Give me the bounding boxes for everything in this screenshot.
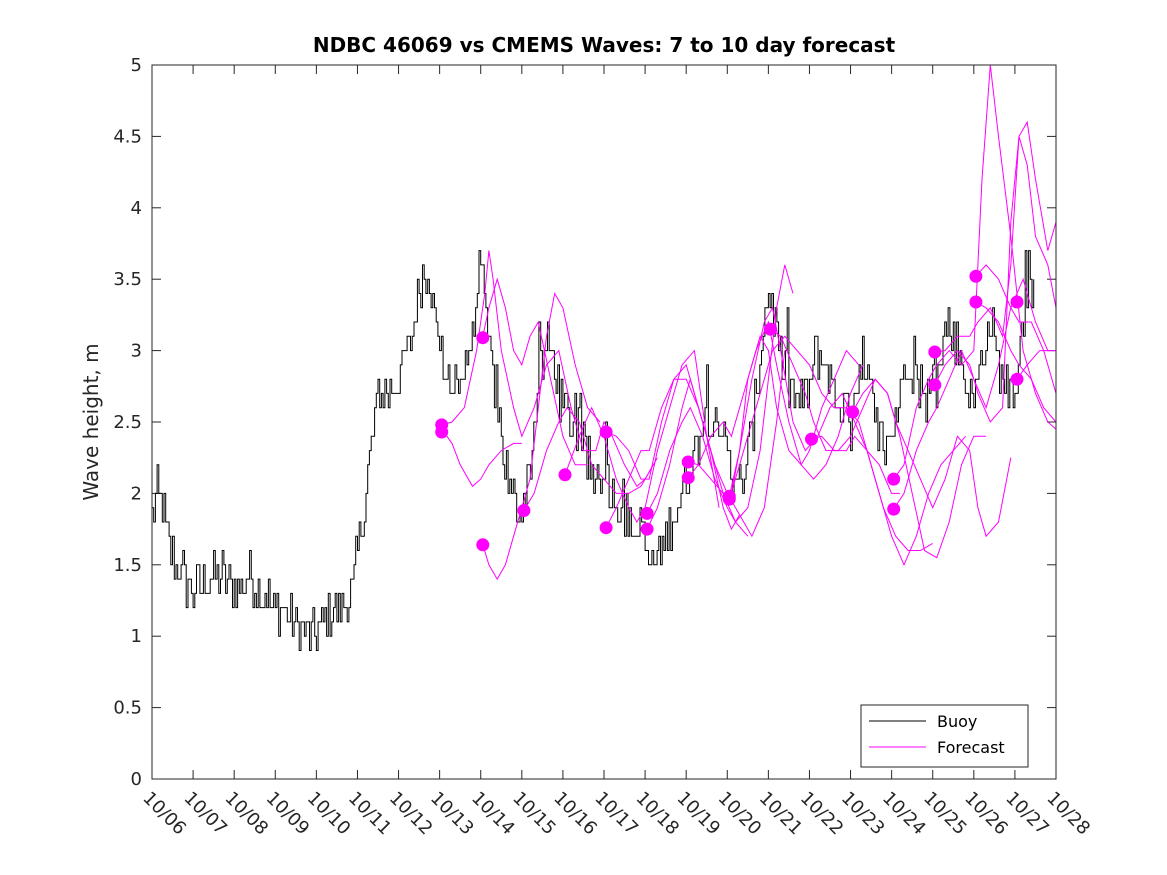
forecast-marker: [763, 322, 777, 336]
y-tick-label: 0: [131, 769, 142, 790]
forecast-marker: [928, 345, 942, 359]
legend-box: [860, 704, 1029, 768]
y-axis-label: Wave height, m: [79, 343, 103, 500]
forecast-marker: [517, 504, 531, 517]
y-tick-label: 4: [131, 198, 142, 219]
legend-label-buoy: Buoy: [937, 712, 977, 731]
forecast-marker: [558, 468, 572, 482]
forecast-line: [482, 292, 601, 581]
forecast-marker: [681, 471, 695, 485]
y-tick-label: 4.5: [113, 126, 142, 147]
chart-title: NDBC 46069 vs CMEMS Waves: 7 to 10 day f…: [313, 33, 896, 57]
forecast-marker: [1010, 372, 1024, 386]
forecast-marker: [805, 432, 818, 446]
forecast-line: [728, 335, 933, 551]
forecast-marker: [599, 425, 613, 439]
forecast-marker: [928, 378, 942, 392]
forecast-line: [934, 120, 1057, 353]
forecast-line: [646, 350, 786, 538]
forecast-marker: [722, 492, 736, 506]
buoy-series: [152, 250, 1035, 651]
y-tick-label: 0.5: [113, 698, 142, 719]
forecast-marker: [599, 521, 613, 535]
legend-label-forecast: Forecast: [937, 738, 1005, 757]
forecast-markers: [435, 269, 1024, 552]
forecast-line: [482, 277, 588, 466]
buoy-line: [152, 250, 1035, 651]
y-tick-label: 1.5: [113, 555, 142, 576]
forecast-line: [1016, 350, 1056, 380]
forecast-marker: [476, 538, 490, 552]
y-tick-label: 2: [131, 483, 142, 504]
forecast-line: [975, 264, 1057, 394]
forecast-marker: [846, 405, 860, 419]
forecast-line: [975, 301, 1057, 423]
axis-ticks: [151, 64, 1057, 780]
forecast-marker: [640, 506, 654, 520]
y-tick-labels: 0 0.5 1 1.5 2 2.5 3 3.5 4 4.5 5: [113, 55, 142, 790]
forecast-line: [934, 136, 1057, 423]
y-tick-label: 3.5: [113, 269, 142, 290]
forecast-marker: [640, 522, 654, 536]
forecast-marker: [435, 425, 449, 439]
forecast-marker: [1010, 295, 1024, 309]
forecast-marker: [969, 295, 983, 309]
y-tick-label: 3: [131, 341, 142, 362]
forecast-line: [893, 64, 1057, 480]
y-tick-label: 1: [131, 626, 142, 647]
forecast-line: [852, 378, 1012, 538]
forecast-marker: [887, 472, 901, 486]
forecast-line: [441, 428, 522, 488]
y-tick-label: 2.5: [113, 412, 142, 433]
plot-frame: [151, 64, 1057, 780]
legend: Buoy Forecast: [860, 704, 1029, 768]
forecast-line: [605, 363, 741, 531]
forecast-marker: [476, 331, 490, 345]
forecast-marker: [681, 455, 695, 469]
forecast-marker: [969, 269, 983, 283]
forecast-line: [811, 435, 966, 567]
forecast-line: [523, 406, 658, 511]
forecast-marker: [887, 502, 901, 516]
y-tick-label: 5: [131, 55, 142, 76]
